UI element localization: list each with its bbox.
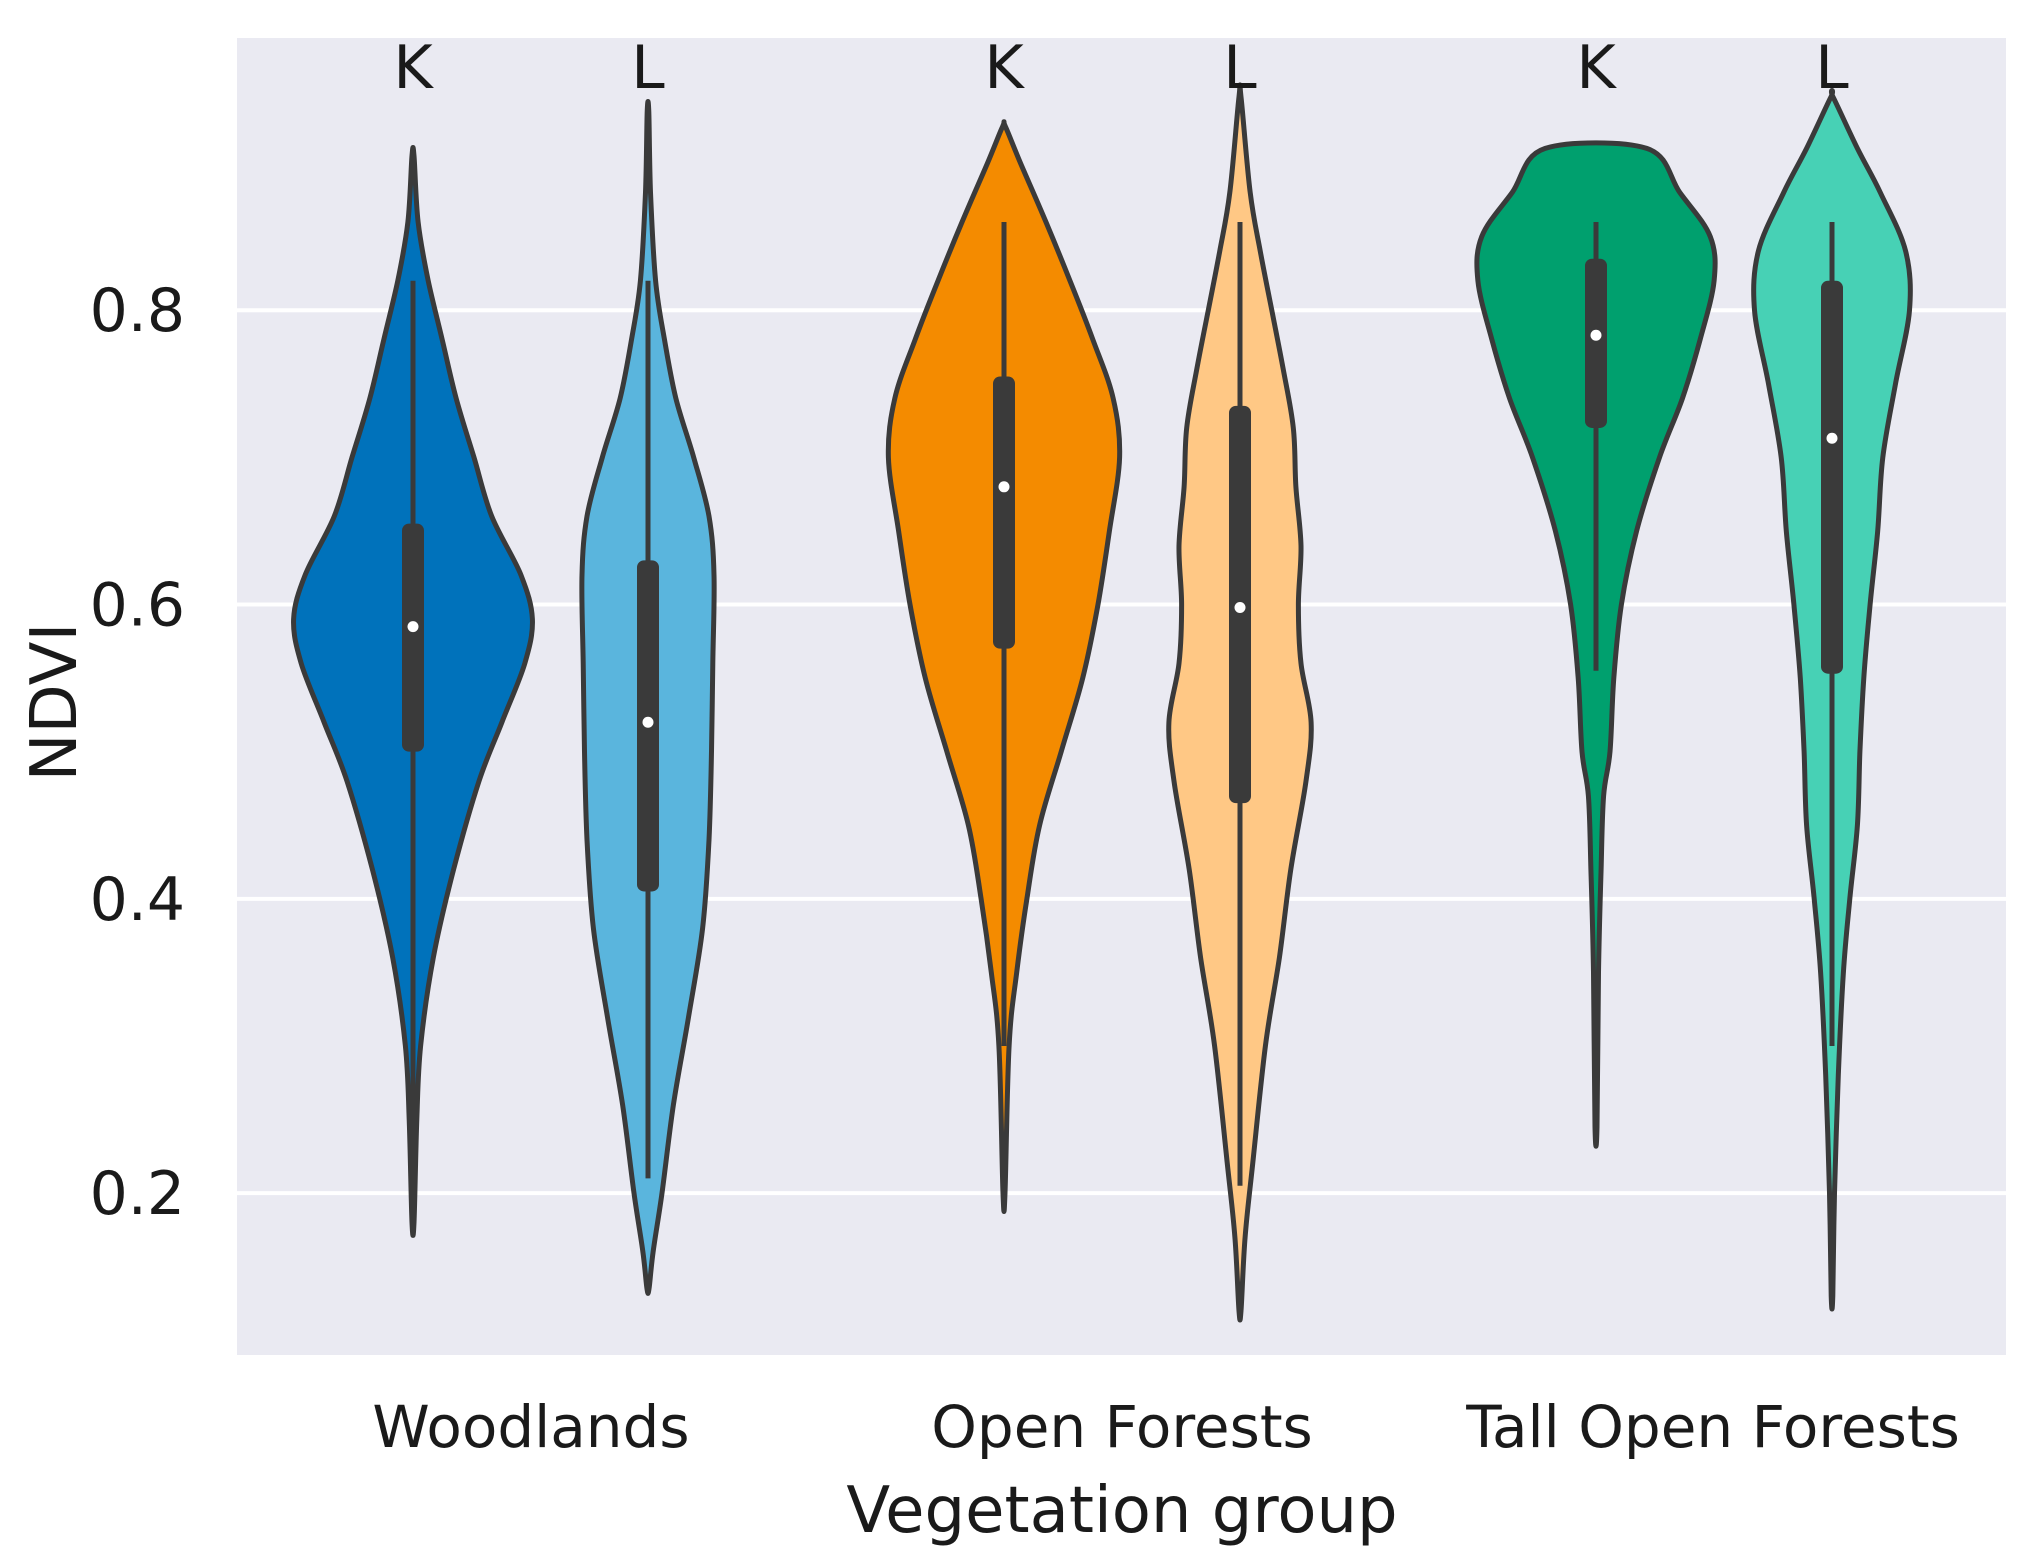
group-letter: K <box>1576 33 1617 103</box>
category-label: Tall Open Forests <box>1465 1393 1960 1461</box>
violin-3 <box>1166 82 1314 1323</box>
group-letter: K <box>393 33 434 103</box>
violin-iqr-box <box>993 376 1015 649</box>
violin-median <box>407 621 419 633</box>
x-axis-label: Vegetation group <box>846 1474 1397 1548</box>
group-letter: K <box>984 33 1025 103</box>
group-letter: L <box>631 33 665 103</box>
category-label: Open Forests <box>931 1393 1313 1461</box>
category-labels: Woodlands Open Forests Tall Open Forests <box>372 1393 1959 1461</box>
violin-iqr-box <box>402 523 424 752</box>
violin-4 <box>1474 140 1718 1149</box>
violin-median <box>998 481 1010 493</box>
y-axis-label: NDVI <box>18 623 92 782</box>
violin-median <box>642 716 654 728</box>
violin-median <box>1234 601 1246 613</box>
group-letter: L <box>1223 33 1257 103</box>
category-label: Woodlands <box>372 1393 689 1461</box>
violin-2 <box>885 119 1123 1215</box>
y-tick-label: 0.4 <box>90 865 185 935</box>
y-tick-label: 0.2 <box>90 1159 185 1229</box>
violin-iqr-box <box>1585 258 1607 428</box>
violin-1 <box>579 98 717 1296</box>
violin-0 <box>291 144 535 1238</box>
violins <box>291 82 1913 1323</box>
y-tick-label: 0.6 <box>90 571 185 641</box>
violin-iqr-box <box>1821 280 1843 674</box>
violin-median <box>1826 432 1838 444</box>
y-tick-labels: 0.2 0.4 0.6 0.8 <box>90 276 185 1229</box>
group-letter: L <box>1815 33 1849 103</box>
y-tick-label: 0.8 <box>90 276 185 346</box>
violin-median <box>1590 329 1602 341</box>
violin-5 <box>1751 87 1913 1312</box>
